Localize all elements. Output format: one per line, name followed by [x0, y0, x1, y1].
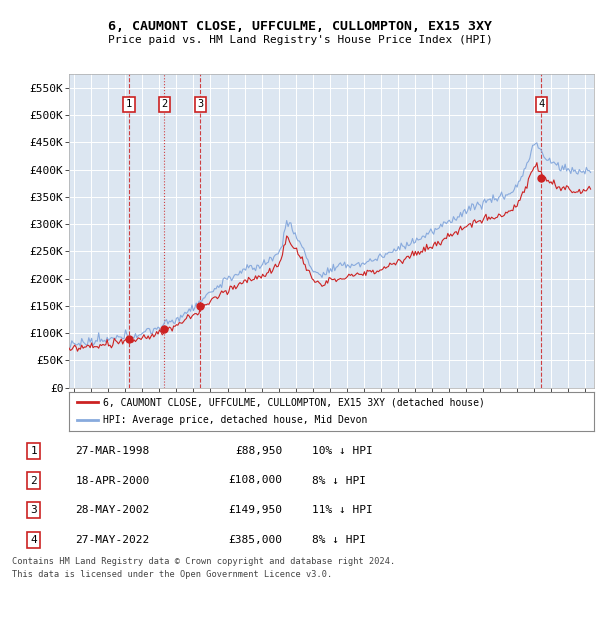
Text: HPI: Average price, detached house, Mid Devon: HPI: Average price, detached house, Mid …	[103, 415, 367, 425]
Text: £108,000: £108,000	[229, 476, 283, 485]
Text: 2: 2	[31, 476, 37, 485]
Text: 18-APR-2000: 18-APR-2000	[76, 476, 149, 485]
Text: £385,000: £385,000	[229, 535, 283, 545]
Text: Contains HM Land Registry data © Crown copyright and database right 2024.: Contains HM Land Registry data © Crown c…	[12, 557, 395, 566]
Text: 3: 3	[197, 99, 203, 109]
Text: 4: 4	[31, 535, 37, 545]
Text: 11% ↓ HPI: 11% ↓ HPI	[311, 505, 372, 515]
Text: 1: 1	[31, 446, 37, 456]
Text: 2: 2	[161, 99, 167, 109]
Text: 28-MAY-2002: 28-MAY-2002	[76, 505, 149, 515]
Text: 8% ↓ HPI: 8% ↓ HPI	[311, 535, 365, 545]
Text: This data is licensed under the Open Government Licence v3.0.: This data is licensed under the Open Gov…	[12, 570, 332, 580]
Text: 27-MAY-2022: 27-MAY-2022	[76, 535, 149, 545]
Text: 6, CAUMONT CLOSE, UFFCULME, CULLOMPTON, EX15 3XY: 6, CAUMONT CLOSE, UFFCULME, CULLOMPTON, …	[108, 20, 492, 33]
Text: 8% ↓ HPI: 8% ↓ HPI	[311, 476, 365, 485]
Text: 3: 3	[31, 505, 37, 515]
Text: 27-MAR-1998: 27-MAR-1998	[76, 446, 149, 456]
Text: 4: 4	[538, 99, 544, 109]
Text: £149,950: £149,950	[229, 505, 283, 515]
Text: Price paid vs. HM Land Registry's House Price Index (HPI): Price paid vs. HM Land Registry's House …	[107, 35, 493, 45]
Text: 6, CAUMONT CLOSE, UFFCULME, CULLOMPTON, EX15 3XY (detached house): 6, CAUMONT CLOSE, UFFCULME, CULLOMPTON, …	[103, 397, 485, 407]
Text: 10% ↓ HPI: 10% ↓ HPI	[311, 446, 372, 456]
Text: 1: 1	[126, 99, 132, 109]
Text: £88,950: £88,950	[235, 446, 283, 456]
